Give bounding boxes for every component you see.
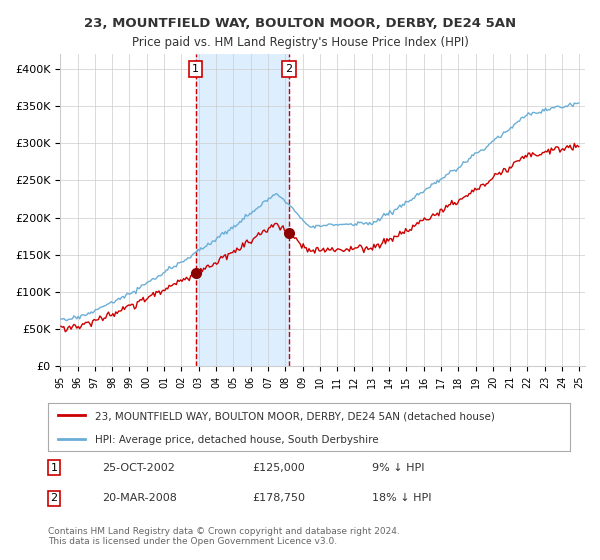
- Text: 2: 2: [50, 493, 58, 503]
- Text: £125,000: £125,000: [252, 463, 305, 473]
- Text: 23, MOUNTFIELD WAY, BOULTON MOOR, DERBY, DE24 5AN: 23, MOUNTFIELD WAY, BOULTON MOOR, DERBY,…: [84, 17, 516, 30]
- Text: 20-MAR-2008: 20-MAR-2008: [102, 493, 177, 503]
- Text: 9% ↓ HPI: 9% ↓ HPI: [372, 463, 425, 473]
- Text: 23, MOUNTFIELD WAY, BOULTON MOOR, DERBY, DE24 5AN (detached house): 23, MOUNTFIELD WAY, BOULTON MOOR, DERBY,…: [95, 412, 495, 422]
- Text: 2: 2: [286, 64, 293, 74]
- Text: Contains HM Land Registry data © Crown copyright and database right 2024.
This d: Contains HM Land Registry data © Crown c…: [48, 526, 400, 546]
- Text: HPI: Average price, detached house, South Derbyshire: HPI: Average price, detached house, Sout…: [95, 435, 379, 445]
- Bar: [196, 54, 289, 366]
- Text: 1: 1: [192, 64, 199, 74]
- Text: 25-OCT-2002: 25-OCT-2002: [102, 463, 175, 473]
- Text: 1: 1: [50, 463, 58, 473]
- Text: Price paid vs. HM Land Registry's House Price Index (HPI): Price paid vs. HM Land Registry's House …: [131, 36, 469, 49]
- Text: £178,750: £178,750: [252, 493, 305, 503]
- Text: 18% ↓ HPI: 18% ↓ HPI: [372, 493, 431, 503]
